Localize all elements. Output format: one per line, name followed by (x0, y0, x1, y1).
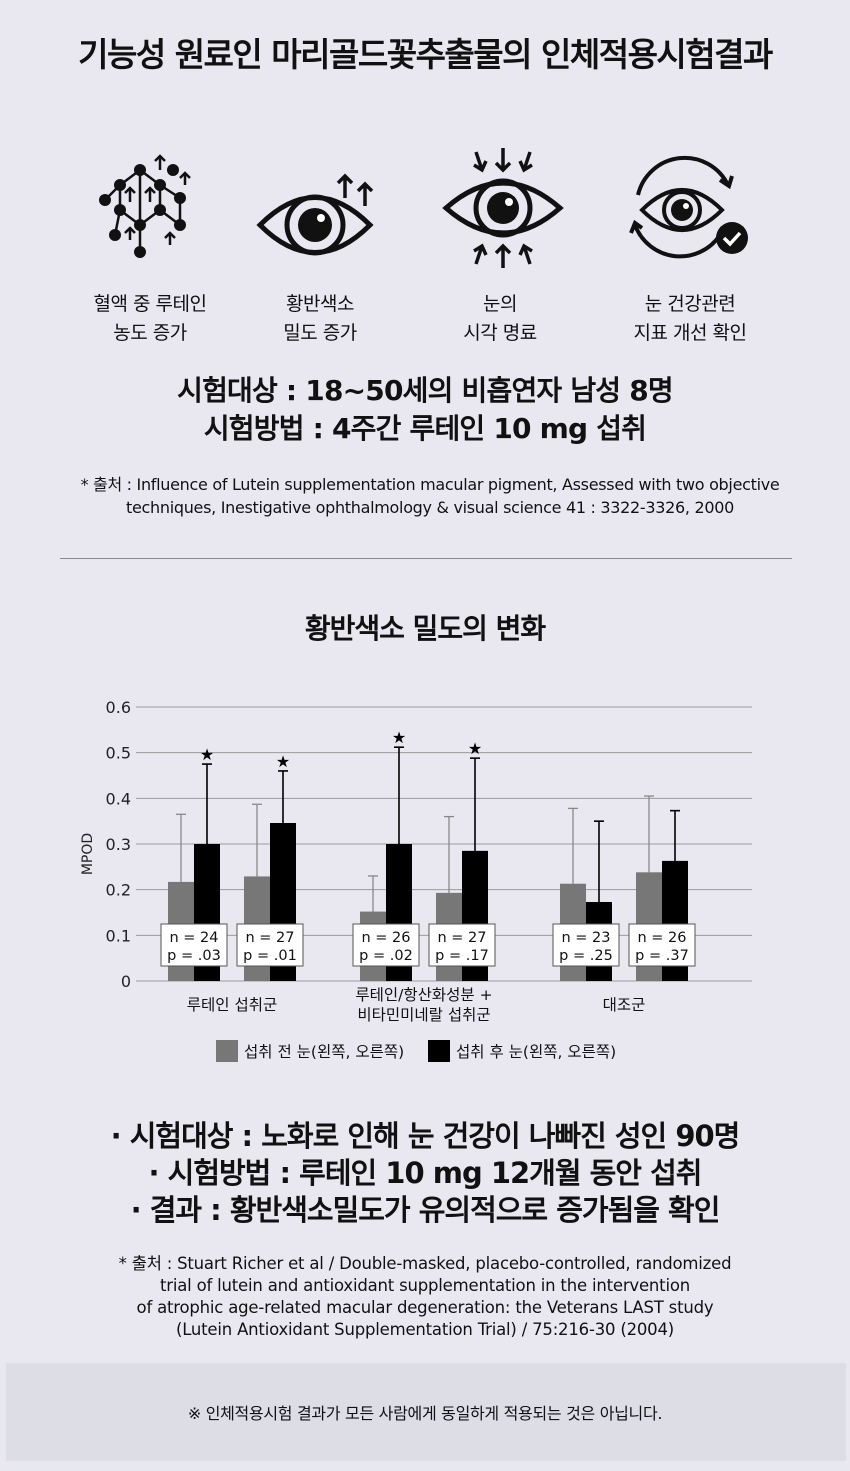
source2-line-4: (Lutein Antioxidant Supplementation Tria… (175, 1320, 675, 1339)
x-category-label: 대조군 (603, 996, 646, 1014)
y-tick-label: 0.5 (106, 744, 131, 763)
y-axis-label: MPOD (80, 833, 96, 875)
y-tick-label: 0.6 (106, 698, 131, 717)
eye-focus-icon (438, 140, 568, 280)
results-line-3: · 결과 : 황반색소밀도가 유의적으로 증가됨을 확인 (130, 1193, 721, 1227)
stat-label-box (236, 923, 304, 967)
sample-size-label: n = 23 (561, 930, 610, 946)
p-value-label: p = .03 (167, 948, 221, 964)
sample-size-label: n = 26 (361, 930, 410, 946)
p-value-label: p = .37 (635, 948, 689, 964)
sample-size-label: n = 27 (437, 930, 486, 946)
stat-label-box (160, 923, 228, 967)
molecule-arrows-icon (85, 140, 215, 280)
bar-chart: 0 0.1 0.2 0.3 0.4 0.5 0.6 MPOD ★ n = 24 p = .03 ★ n … (70, 690, 780, 1070)
study-info: 시험대상 : 18~50세의 비흡연자 남성 8명 시험방법 : 4주간 루테인… (0, 372, 850, 448)
y-tick-label: 0.1 (106, 926, 131, 945)
chart-title: 황반색소 밀도의 변화 (304, 612, 546, 645)
source2-line-3: of atrophic age-related macular degenera… (136, 1298, 714, 1317)
p-value-label: p = .17 (435, 948, 489, 964)
results-line-1: · 시험대상 : 노화로 인해 눈 건강이 나빠진 성인 90명 (110, 1119, 741, 1153)
x-category-label: 비타민미네랄 섭취군 (357, 1006, 490, 1024)
significance-star: ★ (200, 745, 214, 764)
study-method: 시험방법 : 4주간 루테인 10 mg 섭취 (203, 412, 647, 445)
stat-label-box (428, 923, 496, 967)
stat-label-box (352, 923, 420, 967)
legend-swatch (428, 1040, 450, 1062)
disclaimer: ※ 인체적용시험 결과가 모든 사람에게 동일하게 적용되는 것은 아닙니다. (187, 1404, 663, 1423)
source2-line-1: * 출처 : Stuart Richer et al / Double-mask… (118, 1254, 732, 1273)
p-value-label: p = .25 (559, 948, 613, 964)
y-tick-label: 0.4 (106, 789, 131, 808)
page-title: 기능성 원료인 마리골드꽃추출물의 인체적용시험결과 (78, 35, 773, 74)
stat-label-box (552, 923, 620, 967)
legend-label: 섭취 전 눈(왼쪽, 오른쪽) (244, 1043, 404, 1061)
results-line-2: · 시험방법 : 루테인 10 mg 12개월 동안 섭취 (148, 1156, 703, 1190)
y-tick-label: 0.2 (106, 881, 131, 900)
significance-star: ★ (276, 752, 290, 771)
source-citation-2: * 출처 : Stuart Richer et al / Double-mask… (60, 1253, 790, 1341)
x-category-label: 루테인 섭취군 (187, 996, 278, 1014)
source2-line-2: trial of lutein and antioxidant suppleme… (160, 1276, 690, 1295)
sample-size-label: n = 26 (637, 930, 686, 946)
icon-label-2: 황반색소 밀도 증가 (283, 293, 357, 344)
stat-label-box (628, 923, 696, 967)
disclaimer-box (6, 1363, 846, 1461)
icon-label-4: 눈 건강관련 지표 개선 확인 (633, 293, 747, 344)
legend-label: 섭취 후 눈(왼쪽, 오른쪽) (456, 1043, 616, 1061)
icon-label-3: 눈의 시각 명료 (463, 293, 537, 344)
legend-swatch (216, 1040, 238, 1062)
results-summary: · 시험대상 : 노화로 인해 눈 건강이 나빠진 성인 90명 · 시험방법 … (0, 1118, 850, 1229)
eye-check-cycle-icon (620, 140, 750, 280)
p-value-label: p = .01 (243, 948, 297, 964)
sample-size-label: n = 24 (169, 930, 218, 946)
divider (60, 558, 792, 559)
significance-star: ★ (468, 739, 482, 758)
source-citation-1: * 출처 : Influence of Lutein supplementati… (80, 475, 780, 517)
x-category-label: 루테인/항산화성분 + (355, 986, 492, 1004)
icon-label-1: 혈액 중 루테인 농도 증가 (93, 293, 207, 344)
significance-star: ★ (392, 728, 406, 747)
y-tick-label: 0.3 (106, 835, 131, 854)
sample-size-label: n = 27 (245, 930, 294, 946)
study-subjects: 시험대상 : 18~50세의 비흡연자 남성 8명 (177, 374, 674, 407)
p-value-label: p = .02 (359, 948, 413, 964)
bar-chart-svg: 0 0.1 0.2 0.3 0.4 0.5 0.6 MPOD ★ n = 24 p = .03 ★ n … (80, 698, 752, 1062)
y-tick-label: 0 (121, 972, 131, 991)
eye-arrows-up-icon (255, 140, 385, 280)
